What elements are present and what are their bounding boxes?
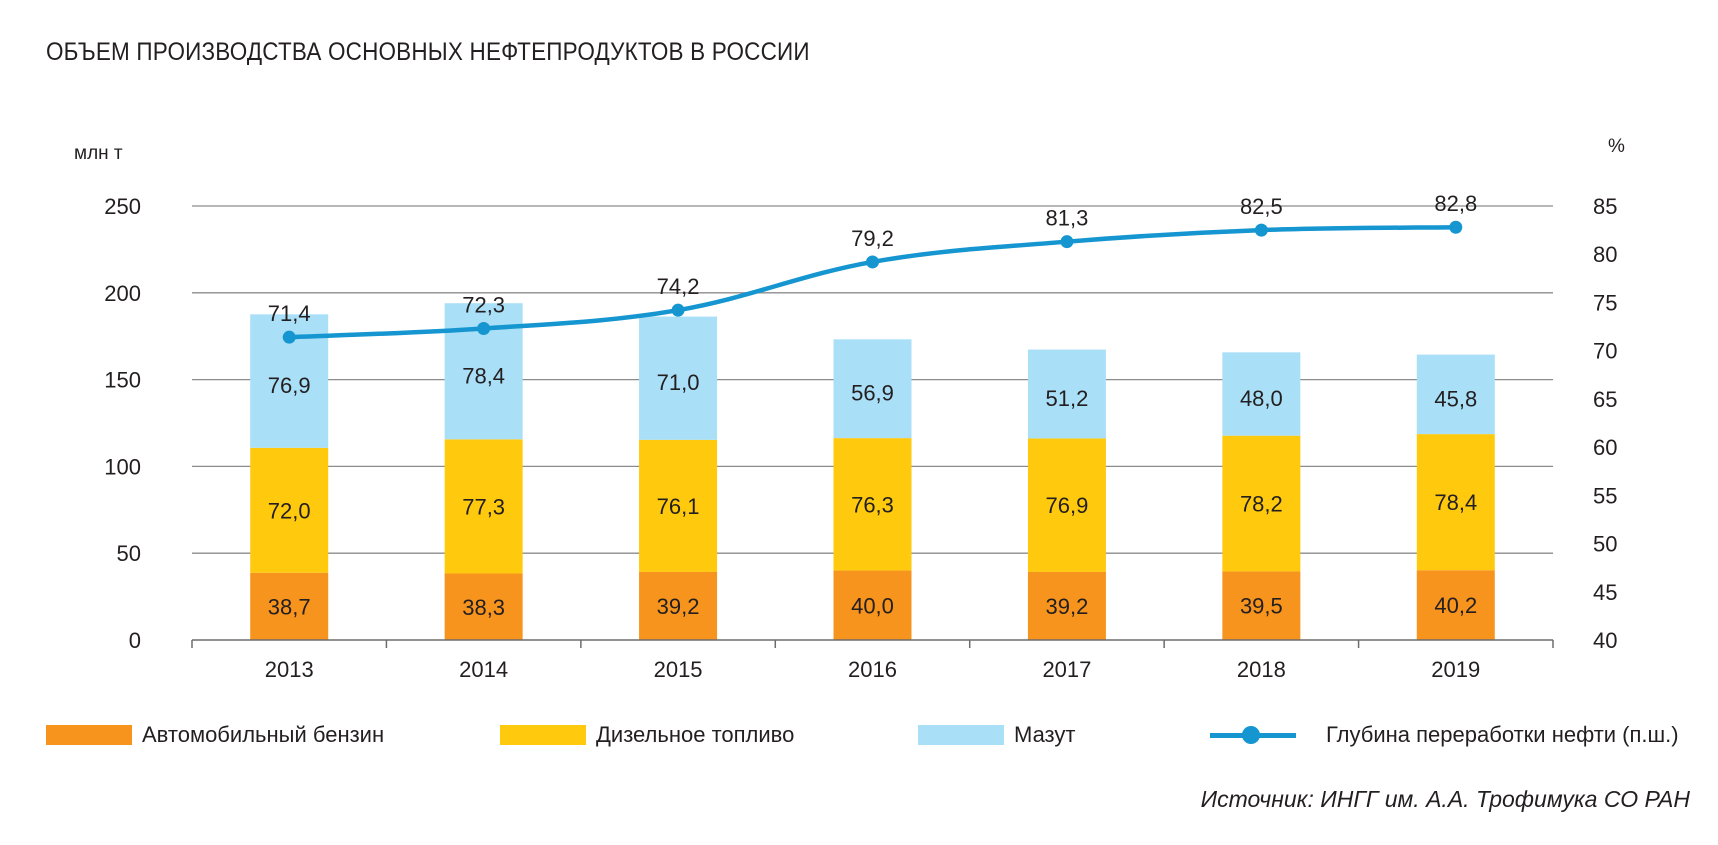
bar-value-label: 77,3	[462, 494, 505, 519]
y2-tick-label: 40	[1593, 628, 1617, 653]
bar-value-label: 72,0	[268, 498, 311, 523]
bar-segment	[1222, 352, 1301, 436]
x-tick-label: 2016	[848, 657, 897, 682]
bar-value-label: 78,4	[1434, 490, 1477, 515]
bar-value-label: 56,9	[851, 381, 894, 406]
line-value-label: 72,3	[462, 292, 505, 317]
legend-label-gasoline: Автомобильный бензин	[142, 722, 385, 747]
depth-line: 71,4 72,3 74,2 79,2 81,3 82,5 82,8	[268, 191, 1477, 344]
legend-label-refining-depth: Глубина переработки нефти (п.ш.)	[1326, 722, 1679, 747]
legend-label-fuel-oil: Мазут	[1014, 722, 1076, 747]
bar-value-label: 76,9	[1046, 493, 1089, 518]
y2-tick-label: 45	[1593, 580, 1617, 605]
legend-item-gasoline: Автомобильный бензин	[46, 720, 384, 750]
y2-tick-label: 55	[1593, 483, 1617, 508]
bar-value-label: 48,0	[1240, 386, 1283, 411]
x-tick-label: 2018	[1237, 657, 1286, 682]
bar-segment	[1416, 570, 1495, 640]
bar-value-label: 76,3	[851, 492, 894, 517]
legend-line-marker	[1210, 725, 1296, 745]
bar-segment	[444, 573, 523, 640]
bar-segment	[1222, 435, 1301, 572]
bar-value-label: 76,1	[657, 494, 700, 519]
y2-tick-label: 75	[1593, 290, 1617, 315]
y-tick-label: 200	[104, 281, 141, 306]
line-value-label: 82,8	[1434, 191, 1477, 216]
bar-segment	[833, 570, 912, 640]
y-tick-label: 100	[104, 454, 141, 479]
legend-item-diesel: Дизельное топливо	[500, 720, 794, 750]
bar-value-label: 40,0	[851, 593, 894, 618]
bar-segment	[833, 339, 912, 439]
y2-tick-label: 80	[1593, 242, 1617, 267]
bar-segment	[444, 439, 523, 574]
legend-item-fuel-oil: Мазут	[918, 720, 1075, 750]
source-note: Источник: ИНГГ им. А.А. Трофимука СО РАН	[1200, 786, 1690, 812]
legend-label-diesel: Дизельное топливо	[596, 722, 795, 747]
bar-segment	[639, 571, 718, 640]
y2-tick-label: 60	[1593, 435, 1617, 460]
bar-segment	[1027, 571, 1106, 640]
bar-value-label: 39,5	[1240, 594, 1283, 619]
line-point	[477, 321, 491, 335]
legend-swatch-gasoline	[46, 725, 132, 745]
line-value-label: 74,2	[657, 274, 700, 299]
bar-value-label: 78,4	[462, 363, 505, 388]
line-value-label: 82,5	[1240, 194, 1283, 219]
bar-value-label: 38,7	[268, 594, 311, 619]
line-value-label: 81,3	[1046, 206, 1089, 231]
bar-segment	[250, 572, 329, 640]
bar-value-label: 51,2	[1046, 386, 1089, 411]
y-tick-label: 250	[104, 194, 141, 219]
line-point	[1060, 235, 1074, 249]
bar-segment	[1027, 349, 1106, 439]
line-value-label: 79,2	[851, 226, 894, 251]
bar-value-label: 45,8	[1434, 386, 1477, 411]
bar-value-label: 71,0	[657, 370, 700, 395]
axes: 0 50 100 150 200 250 40 45 50 55 60 65 70 75 80 85 2013 2…	[104, 194, 1617, 682]
y-axis-unit-right: %	[1608, 136, 1625, 157]
legend-swatch-fuel-oil	[918, 725, 1004, 745]
bar-segment	[639, 316, 718, 440]
bar-segment	[1416, 354, 1495, 435]
bar-value-label: 40,2	[1434, 593, 1477, 618]
line-point	[282, 330, 296, 344]
y-tick-label: 0	[129, 628, 141, 653]
y2-tick-label: 50	[1593, 532, 1617, 557]
bar-value-label: 39,2	[657, 594, 700, 619]
y-tick-label: 50	[117, 541, 141, 566]
y-tick-label: 150	[104, 368, 141, 393]
bar-value-label: 76,9	[268, 373, 311, 398]
bar-segment	[639, 439, 718, 572]
y-axis-unit-left: млн т	[74, 143, 123, 164]
chart-title: ОБЪЕМ ПРОИЗВОДСТВА ОСНОВНЫХ НЕФТЕПРОДУКТ…	[46, 38, 810, 66]
x-tick-label: 2013	[265, 657, 314, 682]
bar-segment	[1416, 434, 1495, 571]
line-value-label: 71,4	[268, 301, 311, 326]
line-point	[1449, 220, 1463, 234]
x-tick-label: 2015	[654, 657, 703, 682]
line-point	[1254, 223, 1268, 237]
bar-value-label: 78,2	[1240, 492, 1283, 517]
bars: 38,7 72,0 76,9 38,3 77,3 78,4 39,2 76,1 71,0 40,0…	[250, 303, 1495, 640]
line-point	[866, 255, 879, 269]
x-tick-label: 2017	[1042, 657, 1091, 682]
y2-tick-label: 70	[1593, 339, 1617, 364]
bar-segment	[250, 447, 329, 573]
x-tick-label: 2014	[459, 657, 508, 682]
bar-segment	[1222, 571, 1301, 640]
x-tick-label: 2019	[1431, 657, 1480, 682]
y2-tick-label: 85	[1593, 194, 1617, 219]
bar-segment	[1027, 438, 1106, 572]
y2-tick-label: 65	[1593, 387, 1617, 412]
legend-swatch-diesel	[500, 725, 586, 745]
legend-item-refining-depth: Глубина переработки нефти (п.ш.)	[1210, 720, 1679, 750]
bar-segment	[833, 438, 912, 571]
line-point	[671, 303, 685, 317]
bar-value-label: 39,2	[1046, 594, 1089, 619]
bar-value-label: 38,3	[462, 595, 505, 620]
